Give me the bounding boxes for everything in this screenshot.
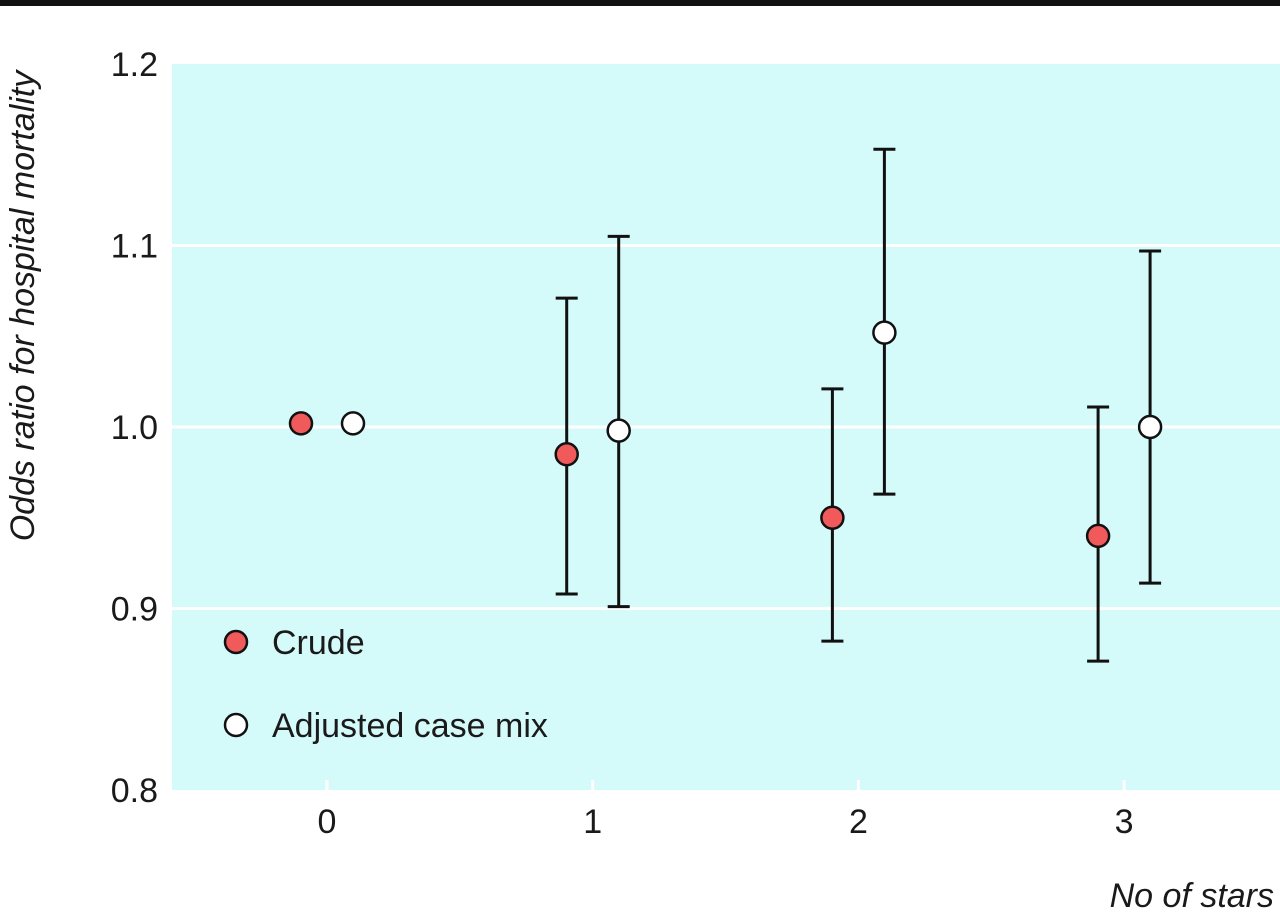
y-tick-label: 0.8 <box>111 772 158 810</box>
x-tick-label: 0 <box>318 803 337 841</box>
adjusted-point <box>606 418 631 443</box>
x-tick-label: 1 <box>583 803 602 841</box>
y-tick-label: 1.1 <box>111 228 158 266</box>
crude-point <box>288 411 314 436</box>
legend-adjusted-label: Adjusted case mix <box>272 707 548 745</box>
y-tick-label: 1.0 <box>111 409 158 447</box>
x-tick-label: 3 <box>1115 803 1134 841</box>
adjusted-point <box>1137 414 1163 440</box>
adjusted-point <box>872 320 897 345</box>
legend: Crude Adjusted case mix <box>223 624 548 745</box>
y-tick-label: 1.2 <box>111 46 158 84</box>
y-tick-label: 0.9 <box>111 591 158 629</box>
top-rule <box>0 0 1280 6</box>
legend-crude-marker <box>223 629 249 655</box>
y-axis-ticks: 0.8 0.9 1.0 1.1 1.2 <box>111 46 158 810</box>
crude-point <box>820 505 845 530</box>
y-axis-title: Odds ratio for hospital mortality <box>4 69 42 542</box>
legend-adjusted-marker <box>223 712 249 738</box>
x-axis-ticks: 0 1 2 3 <box>318 780 1134 841</box>
adjusted-point <box>340 411 366 436</box>
x-axis-title: No of stars <box>1110 877 1274 915</box>
crude-point <box>554 441 579 467</box>
x-tick-label: 2 <box>849 803 868 841</box>
legend-crude-label: Crude <box>272 624 365 662</box>
crude-point <box>1085 523 1111 549</box>
data-marks <box>288 147 1163 663</box>
